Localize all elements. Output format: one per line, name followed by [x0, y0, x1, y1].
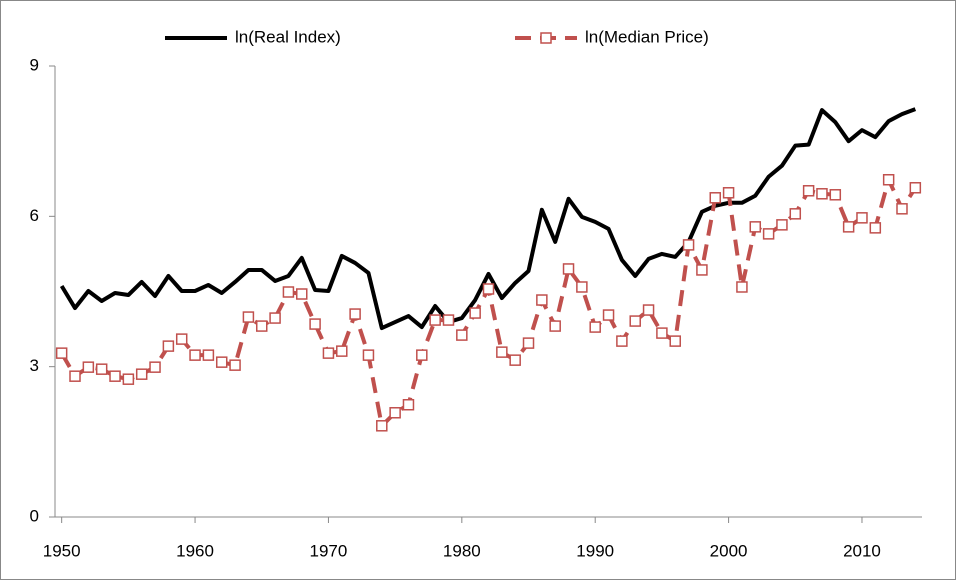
series-marker — [296, 288, 308, 300]
series-marker — [696, 264, 708, 276]
series-marker — [269, 312, 281, 324]
series-marker — [802, 185, 815, 197]
series-marker — [202, 349, 215, 361]
series-marker — [829, 189, 842, 201]
series-marker — [749, 221, 762, 233]
legend-label: ln(Median Price) — [585, 27, 709, 46]
series-marker — [522, 337, 535, 349]
series-marker — [602, 309, 615, 321]
x-tick-label: 2000 — [710, 541, 748, 560]
series-marker — [562, 263, 575, 275]
series-marker — [736, 281, 748, 293]
series-marker — [576, 281, 588, 293]
series-marker — [175, 333, 188, 345]
legend-label: ln(Real Index) — [235, 27, 341, 46]
series-marker — [482, 283, 495, 295]
y-tick-label: 6 — [30, 206, 39, 225]
series-marker — [69, 370, 81, 382]
series-marker — [536, 294, 548, 306]
series-marker — [189, 349, 201, 361]
series-marker — [336, 345, 348, 357]
series-marker — [135, 368, 148, 380]
series-marker — [722, 187, 735, 199]
x-tick-label: 1980 — [443, 541, 481, 560]
series-marker — [109, 370, 121, 382]
series-marker — [162, 340, 175, 352]
series-marker — [642, 304, 655, 316]
series-marker — [469, 307, 481, 319]
series-marker — [309, 318, 321, 330]
series-marker — [909, 182, 922, 194]
series-marker — [496, 346, 508, 358]
series-marker — [762, 228, 775, 240]
series-marker — [282, 286, 295, 298]
series-marker — [816, 188, 828, 200]
series-marker — [82, 361, 95, 373]
series-marker — [402, 399, 415, 411]
series-marker — [682, 239, 695, 251]
series-marker — [322, 347, 335, 359]
x-tick-label: 1990 — [576, 541, 614, 560]
series-marker — [149, 361, 161, 373]
series-marker — [896, 203, 908, 215]
x-tick-label: 2010 — [843, 541, 881, 560]
series-marker — [349, 308, 361, 320]
series-marker — [229, 359, 241, 371]
series-marker — [95, 363, 108, 375]
series-marker — [55, 347, 68, 359]
series-marker — [789, 208, 802, 220]
series-marker — [509, 354, 521, 366]
series-marker — [656, 327, 668, 339]
y-tick-label: 9 — [30, 55, 39, 74]
series-marker — [616, 335, 628, 347]
series-marker — [589, 321, 601, 333]
x-tick-label: 1950 — [43, 541, 81, 560]
series-marker — [669, 335, 681, 347]
series-marker — [869, 222, 882, 234]
y-tick-label: 3 — [30, 356, 39, 375]
series-marker — [842, 221, 855, 233]
series-marker — [709, 192, 722, 204]
series-marker — [429, 314, 441, 326]
series-marker — [416, 349, 428, 361]
y-tick-label: 0 — [30, 506, 39, 525]
x-tick-label: 1960 — [176, 541, 214, 560]
series-marker — [442, 314, 455, 326]
series-marker — [122, 373, 135, 385]
series-line — [59, 107, 917, 331]
series-marker — [215, 356, 228, 368]
series-marker — [882, 174, 895, 186]
legend-marker — [540, 32, 552, 44]
series-marker — [776, 219, 788, 231]
series-marker — [362, 349, 375, 361]
series-marker — [456, 329, 468, 341]
series-marker — [255, 320, 268, 332]
series-marker — [389, 407, 401, 419]
series-marker — [629, 315, 641, 327]
series-marker — [376, 420, 388, 432]
series-marker — [549, 320, 561, 332]
series-marker — [856, 212, 868, 224]
x-tick-label: 1970 — [310, 541, 348, 560]
series-marker — [242, 311, 255, 323]
